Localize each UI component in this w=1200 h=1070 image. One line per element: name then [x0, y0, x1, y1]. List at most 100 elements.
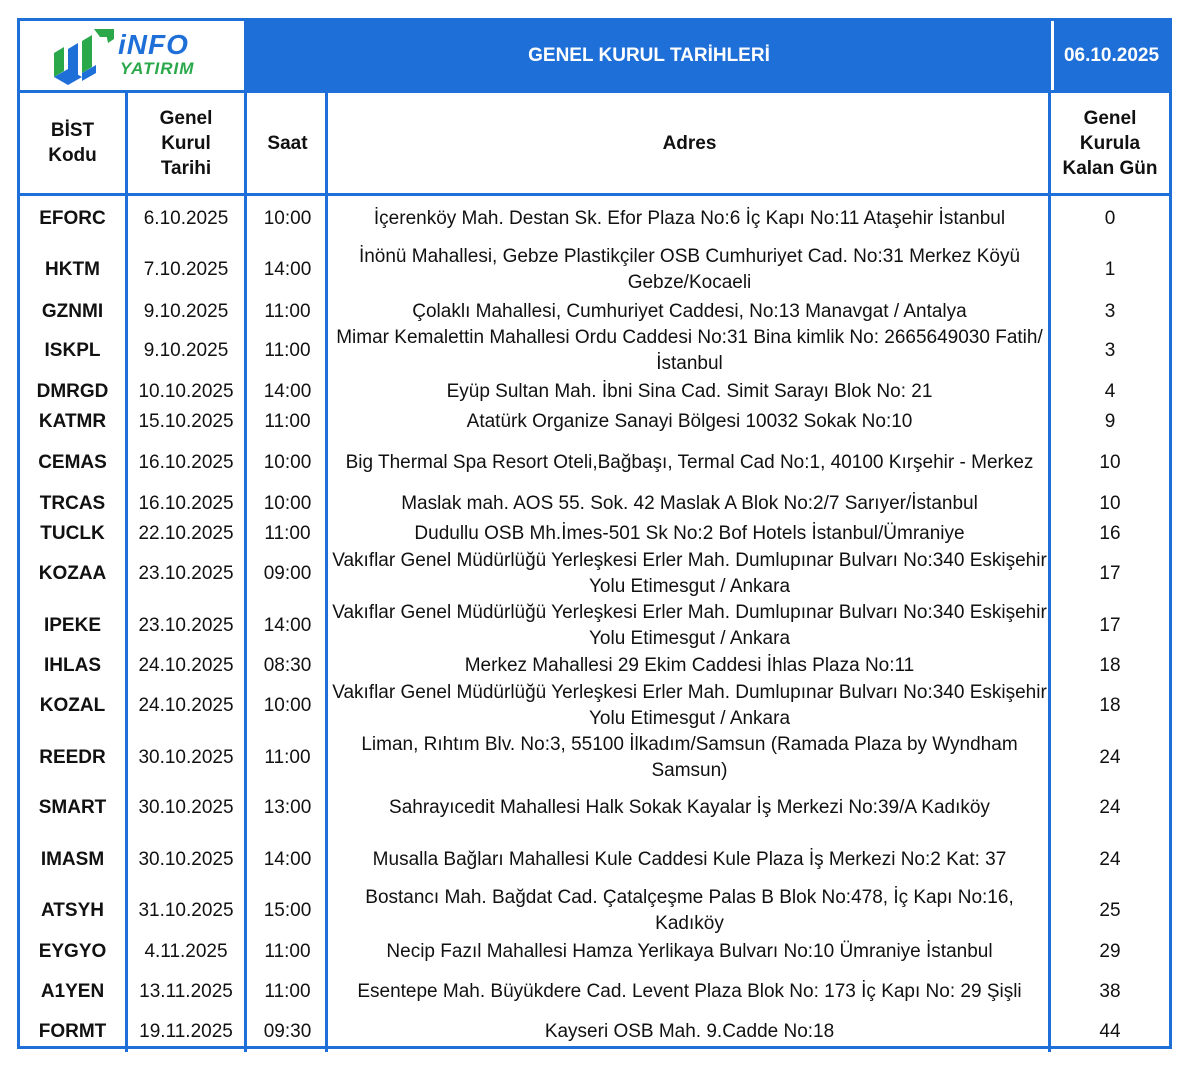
- cell-address: Atatürk Organize Sanayi Bölgesi 10032 So…: [466, 411, 913, 432]
- cell-date: 30.10.2025: [138, 797, 234, 818]
- cell-time: 14:00: [263, 615, 312, 636]
- cell-date: 30.10.2025: [138, 747, 234, 768]
- table-row: A1YEN 13.11.2025 11:00 Esentepe Mah. Büyükd…: [20, 966, 1169, 1018]
- column-divider: [244, 90, 247, 1052]
- cell-address: Vakıflar Genel Müdürlüğü Yerleşkesi Erle…: [332, 682, 1047, 729]
- table-row: GZNMI 9.10.2025 11:00 Çolaklı Mahallesi, Cu…: [20, 297, 1169, 327]
- cell-code: HKTM: [45, 259, 100, 280]
- cell-code: KOZAA: [38, 563, 107, 584]
- cell-code: SMART: [38, 797, 107, 818]
- cell-days-left: 3: [1104, 340, 1116, 361]
- column-divider: [325, 90, 328, 1052]
- cell-days-left: 3: [1104, 301, 1116, 322]
- cell-date: 7.10.2025: [143, 259, 229, 280]
- cell-days-left: 17: [1099, 563, 1121, 584]
- cell-address: Musalla Bağları Mahallesi Kule Caddesi K…: [372, 849, 1007, 870]
- cell-address: Vakıflar Genel Müdürlüğü Yerleşkesi Erle…: [332, 550, 1047, 597]
- table-row: HKTM 7.10.2025 14:00 İnönü Mahallesi, Gebze…: [20, 244, 1169, 296]
- cell-address: Esentepe Mah. Büyükdere Cad. Levent Plaz…: [357, 981, 1022, 1002]
- cell-date: 16.10.2025: [138, 493, 234, 514]
- cell-time: 13:00: [263, 797, 312, 818]
- cell-date: 19.11.2025: [139, 1021, 233, 1042]
- cell-days-left: 38: [1099, 981, 1121, 1002]
- cell-code: DMRGD: [36, 381, 109, 402]
- cell-days-left: 16: [1099, 523, 1121, 544]
- cell-date: 4.11.2025: [144, 941, 228, 962]
- cell-days-left: 0: [1104, 208, 1116, 229]
- cell-time: 11:00: [264, 981, 311, 1002]
- column-header-address: Adres: [662, 132, 717, 154]
- cell-time: 10:00: [263, 695, 312, 716]
- cell-time: 11:00: [264, 523, 311, 544]
- table-row: ISKPL 9.10.2025 11:00 Mimar Kemalettin Maha…: [20, 325, 1169, 377]
- logo-sub-text: YATIRIM: [120, 59, 195, 78]
- cell-code: CEMAS: [38, 452, 107, 473]
- table-row: KOZAA 23.10.2025 09:00 Vakıflar Genel Müdür…: [20, 548, 1169, 600]
- cell-code: REEDR: [39, 747, 106, 768]
- cell-date: 10.10.2025: [138, 381, 234, 402]
- cell-code: GZNMI: [41, 301, 104, 322]
- table-row: TUCLK 22.10.2025 11:00 Dudullu OSB Mh.İmes-…: [20, 519, 1169, 549]
- cell-days-left: 24: [1099, 797, 1121, 818]
- cell-time: 11:00: [264, 301, 311, 322]
- cell-days-left: 18: [1099, 655, 1121, 676]
- logo-main-text: iNFO: [118, 29, 189, 60]
- cell-days-left: 25: [1099, 900, 1121, 921]
- cell-time: 15:00: [263, 900, 312, 921]
- cell-address: Kayseri OSB Mah. 9.Cadde No:18: [544, 1021, 835, 1042]
- cell-time: 09:30: [263, 1021, 312, 1042]
- cell-time: 14:00: [263, 259, 312, 280]
- cell-date: 24.10.2025: [138, 695, 234, 716]
- cell-address: Necip Fazıl Mahallesi Hamza Yerlikaya Bu…: [386, 941, 993, 962]
- cell-time: 11:00: [264, 340, 311, 361]
- table-row: KATMR 15.10.2025 11:00 Atatürk Organize San…: [20, 407, 1169, 437]
- table-row: KOZAL 24.10.2025 10:00 Vakıflar Genel Müdür…: [20, 680, 1169, 732]
- cell-days-left: 24: [1099, 849, 1121, 870]
- cell-time: 10:00: [263, 208, 312, 229]
- cell-days-left: 1: [1104, 259, 1116, 280]
- column-headers: BİST Kodu Genel Kurul Tarihi Saat Adres …: [20, 93, 1169, 193]
- cell-code: FORMT: [38, 1021, 107, 1042]
- cell-address: İçerenköy Mah. Destan Sk. Efor Plaza No:…: [373, 208, 1006, 229]
- column-header-days-left: Genel Kurula Kalan Gün: [1062, 107, 1158, 179]
- cell-date: 13.11.2025: [139, 981, 233, 1002]
- cell-code: IPEKE: [43, 615, 102, 636]
- cell-address: Mimar Kemalettin Mahallesi Ordu Caddesi …: [336, 327, 1043, 374]
- cell-time: 10:00: [263, 493, 312, 514]
- logo-cell: iNFO YATIRIM: [20, 21, 247, 90]
- cell-address: Sahrayıcedit Mahallesi Halk Sokak Kayala…: [389, 797, 990, 818]
- cell-date: 24.10.2025: [138, 655, 234, 676]
- table-row: TRCAS 16.10.2025 10:00 Maslak mah. AOS 55. …: [20, 489, 1169, 519]
- cell-address: İnönü Mahallesi, Gebze Plastikçiler OSB …: [358, 246, 1021, 293]
- table-row: SMART 30.10.2025 13:00 Sahrayıcedit Mahalle…: [20, 788, 1169, 828]
- cell-days-left: 10: [1099, 493, 1121, 514]
- info-yatirim-logo-icon: [54, 29, 114, 85]
- cell-days-left: 4: [1104, 381, 1116, 402]
- cell-days-left: 29: [1099, 941, 1121, 962]
- column-header-time: Saat: [267, 132, 308, 154]
- cell-address: Çolaklı Mahallesi, Cumhuriyet Caddesi, N…: [412, 301, 967, 322]
- table-row: FORMT 19.11.2025 09:30 Kayseri OSB Mah. 9.C…: [20, 1017, 1169, 1047]
- table-row: REEDR 30.10.2025 11:00 Liman, Rıhtım Blv. N…: [20, 732, 1169, 784]
- cell-address: Vakıflar Genel Müdürlüğü Yerleşkesi Erle…: [332, 602, 1047, 649]
- cell-days-left: 44: [1099, 1021, 1121, 1042]
- cell-code: TRCAS: [39, 493, 106, 514]
- cell-code: TUCLK: [40, 523, 105, 544]
- cell-date: 9.10.2025: [143, 340, 229, 361]
- cell-address: Big Thermal Spa Resort Oteli,Bağbaşı, Te…: [345, 452, 1034, 473]
- cell-code: A1YEN: [40, 981, 105, 1002]
- cell-code: IHLAS: [44, 655, 101, 676]
- cell-address: Liman, Rıhtım Blv. No:3, 55100 İlkadım/S…: [361, 734, 1018, 781]
- table-row: CEMAS 16.10.2025 10:00 Big Thermal Spa Reso…: [20, 437, 1169, 489]
- cell-date: 22.10.2025: [138, 523, 234, 544]
- cell-address: Dudullu OSB Mh.İmes-501 Sk No:2 Bof Hote…: [414, 523, 965, 544]
- cell-days-left: 9: [1104, 411, 1116, 432]
- cell-date: 16.10.2025: [138, 452, 234, 473]
- cell-days-left: 24: [1099, 747, 1121, 768]
- column-header-divider: [20, 193, 1169, 196]
- column-divider: [125, 90, 128, 1052]
- cell-address: Merkez Mahallesi 29 Ekim Caddesi İhlas P…: [464, 655, 915, 676]
- cell-code: ISKPL: [44, 340, 101, 361]
- column-header-code: BİST Kodu: [48, 120, 97, 166]
- cell-time: 10:00: [263, 452, 312, 473]
